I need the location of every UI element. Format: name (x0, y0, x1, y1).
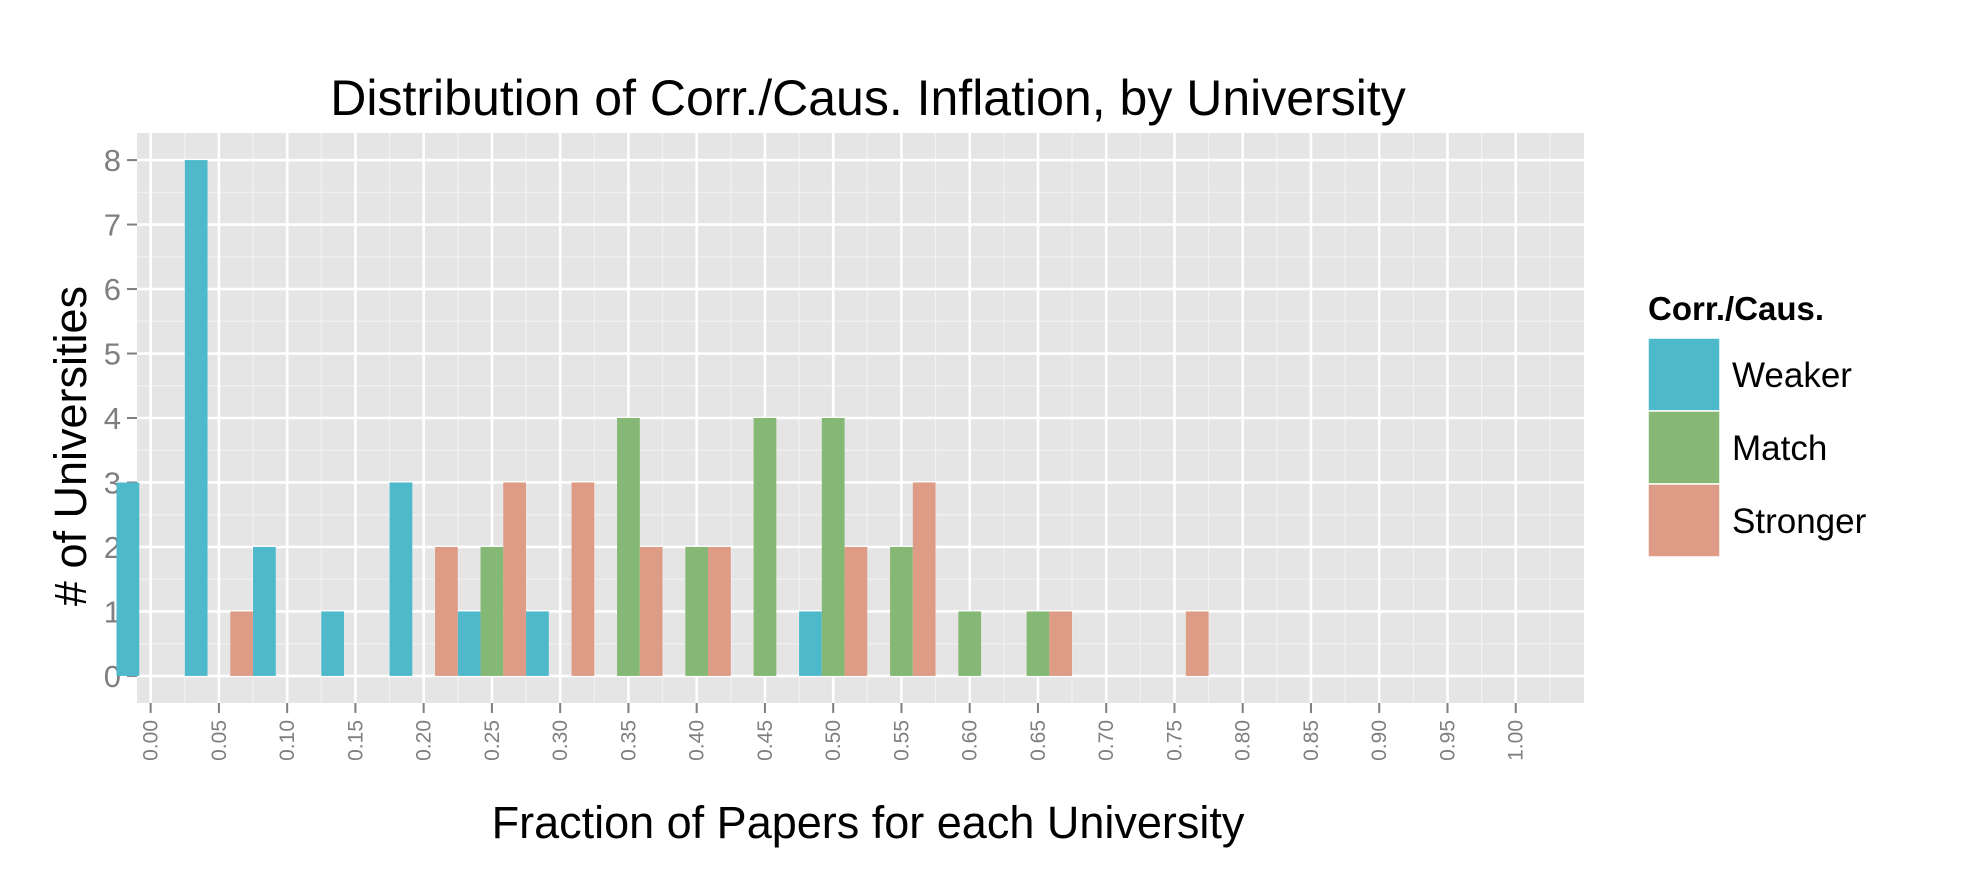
x-tick-label: 0.35 (617, 720, 640, 761)
x-axis-title: Fraction of Papers for each University (492, 797, 1245, 848)
x-tick-label: 0.40 (686, 720, 709, 761)
bar-weaker (116, 482, 140, 676)
x-tick-label: 0.70 (1095, 720, 1118, 761)
bar-match (685, 546, 709, 676)
bar-match (617, 418, 640, 676)
bar-match (1026, 611, 1050, 676)
x-tick-label: 0.50 (822, 720, 845, 761)
bar-match (480, 546, 504, 676)
x-tick-label: 0.85 (1300, 720, 1323, 761)
x-tick-label: 0.30 (549, 720, 572, 761)
x-tick-label: 0.00 (140, 720, 163, 761)
legend-title: Corr./Caus. (1648, 290, 1824, 327)
legend: Corr./Caus. Weaker Match Stronger (1647, 290, 1867, 558)
bar-weaker (321, 611, 345, 676)
bar-stronger (1185, 611, 1209, 676)
bar-weaker (389, 482, 413, 676)
x-tick-label: 0.65 (1027, 720, 1050, 761)
x-tick-label: 0.15 (344, 720, 367, 761)
x-tick-label: 0.45 (754, 720, 777, 761)
bar-stronger (435, 546, 458, 676)
x-tick-label: 0.55 (890, 720, 913, 761)
bar-stronger (1049, 611, 1073, 676)
bar-match (890, 546, 913, 676)
x-tick-label: 0.60 (959, 720, 982, 761)
legend-swatch-weaker (1647, 337, 1721, 412)
bar-match (753, 418, 777, 676)
bar-stronger (571, 482, 595, 676)
bar-stronger (230, 611, 254, 676)
legend-swatch-stronger (1647, 483, 1721, 558)
x-tick-label: 0.95 (1436, 720, 1459, 761)
bar-stronger (639, 546, 663, 676)
bar-stronger (912, 482, 936, 676)
x-tick-label: 0.25 (481, 720, 504, 761)
bar-weaker (526, 611, 549, 676)
legend-label-weaker: Weaker (1732, 356, 1852, 395)
y-tick-label: 8 (104, 143, 121, 178)
bar-match (821, 418, 845, 676)
x-tick-label: 0.90 (1368, 720, 1391, 761)
y-tick-label: 6 (104, 272, 121, 307)
x-tick-label: 1.00 (1505, 720, 1528, 761)
bar-weaker (253, 546, 276, 676)
x-tick-label: 0.20 (413, 720, 436, 761)
bar-stronger (844, 546, 868, 676)
x-tick-label: 0.10 (276, 720, 299, 761)
y-tick-label: 7 (104, 208, 121, 243)
bar-weaker (457, 611, 481, 676)
y-tick-label: 4 (104, 401, 121, 436)
bar-weaker (184, 160, 208, 676)
y-tick-label: 5 (104, 337, 121, 372)
bar-stronger (708, 546, 731, 676)
legend-label-match: Match (1732, 429, 1827, 468)
legend-label-stronger: Stronger (1732, 502, 1867, 541)
bar-match (958, 611, 982, 676)
legend-swatch-match (1647, 410, 1721, 485)
x-tick-label: 0.75 (1163, 720, 1186, 761)
bar-stronger (503, 482, 527, 676)
y-axis-title: # of Universities (45, 286, 96, 606)
x-tick-label: 0.80 (1232, 720, 1255, 761)
bar-weaker (799, 611, 822, 676)
chart-title: Distribution of Corr./Caus. Inflation, b… (330, 70, 1405, 126)
x-tick-label: 0.05 (208, 720, 231, 761)
